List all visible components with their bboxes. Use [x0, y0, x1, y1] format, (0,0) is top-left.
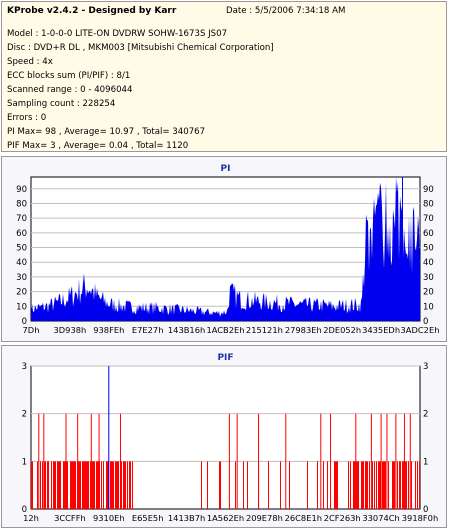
pi-x-tick-6: 215121h — [246, 325, 283, 335]
pi-y-tick-left-30: 30 — [16, 273, 27, 283]
pi-y-tick-right-20: 20 — [423, 288, 434, 298]
pi-y-tick-left-90: 90 — [16, 185, 27, 195]
pif-x-tick-1: 3CCFFh — [54, 513, 86, 523]
pi-x-tick-9: 3435EDh — [362, 325, 400, 335]
pi-y-tick-right-40: 40 — [423, 258, 434, 268]
pi-y-tick-right-70: 70 — [423, 214, 434, 224]
pi-series-area — [31, 177, 420, 321]
info-range: Scanned range : 0 - 4096044 — [7, 85, 133, 95]
pif-x-tick-3: E65E5h — [132, 513, 164, 523]
pif-y-tick-right-0: 0 — [423, 505, 428, 515]
pi-y-tick-right-30: 30 — [423, 273, 434, 283]
info-panel: KProbe v2.4.2 - Designed by Karr Date : … — [1, 1, 447, 152]
pi-chart-title: PI — [221, 164, 231, 174]
pi-x-tick-0: 7Dh — [23, 325, 40, 335]
pif-x-tick-2: 9310Eh — [93, 513, 125, 523]
pi-chart: PI 0 0 10 10 20 20 30 30 40 40 50 50 60 60 70 70 80 80 90 90… — [16, 164, 440, 335]
info-pi-stats: PI Max= 98 , Average= 10.97 , Total= 340… — [7, 127, 206, 137]
pi-y-tick-left-60: 60 — [16, 229, 27, 239]
pi-x-tick-2: 938FEh — [93, 325, 124, 335]
pi-y-tick-right-0: 0 — [423, 317, 428, 327]
pif-chart-title: PIF — [217, 353, 233, 363]
pif-x-tick-9: 33074Ch — [362, 513, 399, 523]
pi-y-tick-left-20: 20 — [16, 288, 27, 298]
pi-x-tick-1: 3D938h — [54, 325, 87, 335]
pi-y-tick-right-90: 90 — [423, 185, 434, 195]
pi-chart-panel: PI 0 0 10 10 20 20 30 30 40 40 50 50 60 60 70 70 80 80 90 90… — [1, 156, 447, 342]
pif-bars — [31, 413, 420, 509]
pif-x-tick-7: 26C8E1h — [285, 513, 322, 523]
pif-y-tick-left-2: 2 — [22, 410, 27, 420]
pif-chart-panel: PIF 0 0 1 1 2 2 3 3 12h 3CCFFh 9310Eh E65E5h 1413B7h 1… — [1, 345, 447, 528]
pif-x-tick-10: 3918F0h — [402, 513, 438, 523]
info-ecc: ECC blocks sum (PI/PIF) : 8/1 — [7, 71, 131, 81]
info-pif-stats: PIF Max= 3 , Average= 0.04 , Total= 1120 — [7, 141, 189, 151]
pif-x-tick-8: 2CF263h — [324, 513, 361, 523]
pif-chart: PIF 0 0 1 1 2 2 3 3 12h 3CCFFh 9310Eh E65E5h 1413B7h 1… — [22, 353, 439, 523]
info-model: Model : 1-0-0-0 LITE-ON DVDRW SOHW-1673S… — [7, 29, 228, 39]
scan-date: Date : 5/5/2006 7:34:18 AM — [226, 6, 346, 16]
pi-x-tick-5: 1ACB2Eh — [206, 325, 244, 335]
pif-y-tick-left-3: 3 — [22, 362, 27, 372]
pi-y-tick-left-50: 50 — [16, 244, 27, 254]
pi-x-tick-10: 3ADC2Eh — [401, 325, 440, 335]
pif-y-tick-left-0: 0 — [22, 505, 27, 515]
info-errors: Errors : 0 — [7, 113, 47, 123]
pi-y-tick-left-0: 0 — [22, 317, 27, 327]
pif-x-tick-4: 1413B7h — [168, 513, 205, 523]
pif-y-tick-right-2: 2 — [423, 410, 428, 420]
app-title: KProbe v2.4.2 - Designed by Karr — [7, 6, 177, 16]
pi-y-tick-left-10: 10 — [16, 302, 27, 312]
pif-x-tick-5: 1A562Eh — [207, 513, 244, 523]
pi-x-tick-8: 2DE052h — [323, 325, 361, 335]
pi-y-tick-left-70: 70 — [16, 214, 27, 224]
pi-y-tick-right-60: 60 — [423, 229, 434, 239]
pif-x-tick-0: 12h — [23, 513, 39, 523]
info-disc: Disc : DVD+R DL , MKM003 [Mitsubishi Che… — [7, 43, 274, 53]
pif-x-tick-6: 209E78h — [246, 513, 283, 523]
pi-x-tick-4: 143B16h — [168, 325, 205, 335]
pif-y-tick-left-1: 1 — [22, 457, 27, 467]
pi-y-tick-right-10: 10 — [423, 302, 434, 312]
pi-x-tick-7: 27983Eh — [285, 325, 322, 335]
pi-x-tick-3: E7E27h — [132, 325, 164, 335]
pi-y-tick-right-50: 50 — [423, 244, 434, 254]
info-sampling: Sampling count : 228254 — [7, 99, 116, 109]
info-speed: Speed : 4x — [7, 57, 53, 67]
pi-y-tick-right-80: 80 — [423, 199, 434, 209]
pif-y-tick-right-1: 1 — [423, 457, 428, 467]
pi-y-tick-left-40: 40 — [16, 258, 27, 268]
pi-y-tick-left-80: 80 — [16, 199, 27, 209]
pif-y-tick-right-3: 3 — [423, 362, 428, 372]
